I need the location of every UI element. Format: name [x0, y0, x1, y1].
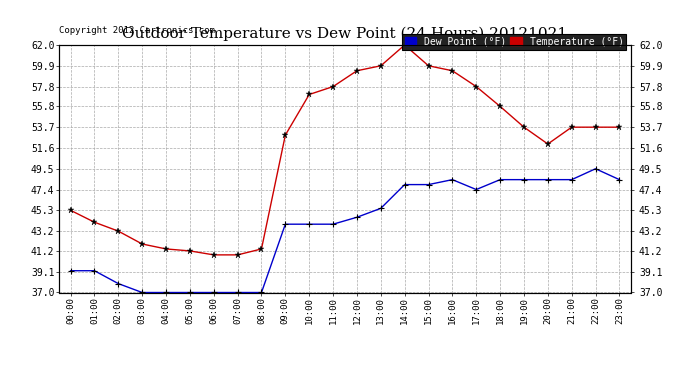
Text: Copyright 2012 Cartronics.com: Copyright 2012 Cartronics.com — [59, 26, 215, 35]
Title: Outdoor Temperature vs Dew Point (24 Hours) 20121021: Outdoor Temperature vs Dew Point (24 Hou… — [122, 27, 568, 41]
Legend: Dew Point (°F), Temperature (°F): Dew Point (°F), Temperature (°F) — [402, 34, 627, 50]
